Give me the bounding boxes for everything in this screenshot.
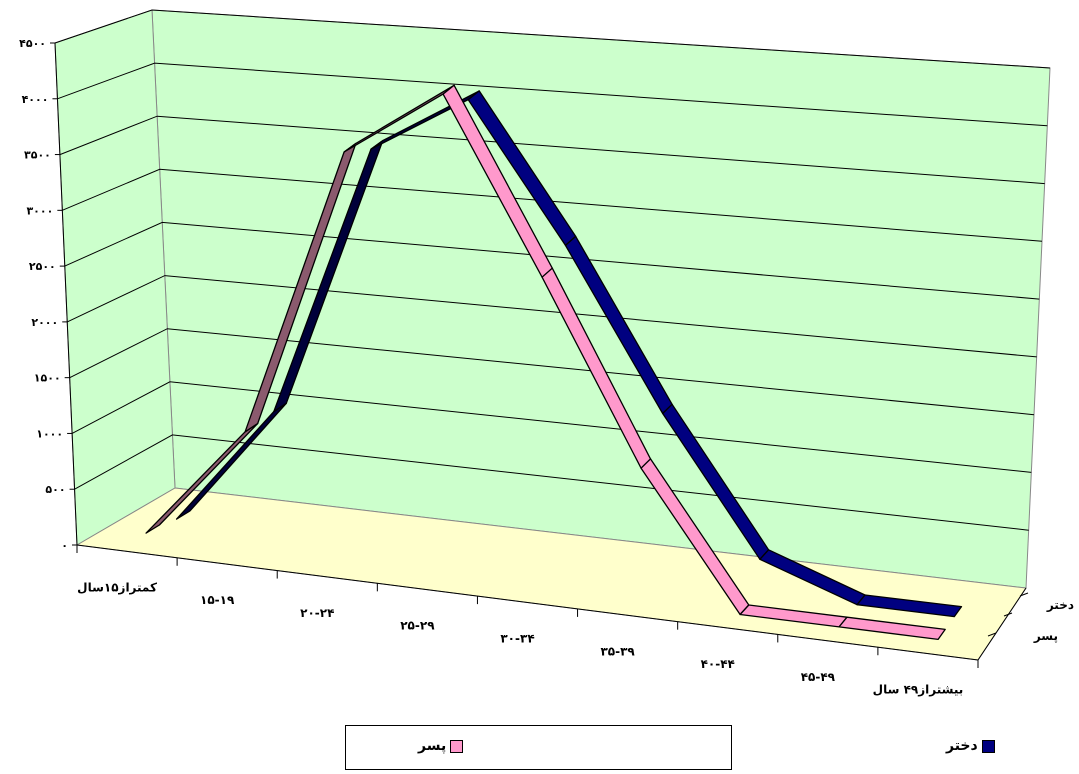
x-axis-ticks: کمتراز۱۵سال ۱۵-۱۹ ۲۰-۲۴ ۲۵-۲۹ ۳۰-۳۴ ۳۵-۳۹ ۴۰-۴…: [76, 544, 1029, 697]
gridline: [57, 62, 1048, 127]
ribbon-segment: [838, 616, 946, 641]
gridline: [66, 275, 1037, 358]
y-tick-label: ۴۰۰۰: [22, 93, 49, 106]
depth-tick-mark: [1003, 612, 1013, 617]
x-tick-label: کمتراز۱۵سال: [77, 580, 157, 594]
y-tick-label: ۳۰۰۰: [26, 204, 53, 217]
gridline: [54, 9, 1051, 69]
legend-item-pesar: پسر: [418, 738, 464, 754]
x-axis-line: [76, 544, 979, 661]
series-dokhtar: [175, 90, 963, 618]
x-tick-label: ۴۵-۴۹: [801, 670, 836, 684]
y-tick-label: ۱۵۰۰: [34, 372, 61, 385]
ribbon-segment: [856, 594, 963, 618]
depth-label-dokhtar: دختر: [1046, 598, 1074, 612]
x-tick-label: ۲۵-۲۹: [400, 619, 435, 633]
y-tick-label: ۰: [61, 539, 68, 552]
x-tick-label: ۲۰-۲۴: [300, 606, 334, 620]
x-tick-label: ۱۵-۱۹: [200, 593, 235, 607]
legend: دختر پسر: [345, 725, 995, 770]
x-tick-label: بیشتراز۴۹ سال: [873, 683, 964, 697]
legend-item-dokhtar: دختر: [946, 738, 995, 754]
x-tick-label: ۳۵-۳۹: [600, 644, 635, 658]
y-axis-line: [54, 42, 78, 546]
depth-tick-mark: [987, 632, 997, 637]
depth-axis-line: [977, 587, 1027, 661]
y-tick-label: ۱۰۰۰: [36, 427, 63, 440]
y-tick-label: ۲۰۰۰: [31, 316, 58, 329]
depth-label-pesar: پسر: [1033, 629, 1058, 643]
legend-swatch-dokhtar: [981, 739, 995, 753]
y-tick-label: ۵۰۰: [45, 483, 65, 496]
x-tick-label: ۴۰-۴۴: [701, 657, 735, 671]
depth-tick-mark: [1019, 592, 1029, 597]
gridline: [59, 115, 1045, 185]
gridline: [64, 221, 1040, 300]
series-ribbons: [145, 84, 963, 641]
gridline: [69, 328, 1035, 416]
y-axis-ticks: ۰ ۵۰۰ ۱۰۰۰ ۱۵۰۰ ۲۰۰۰ ۲۵۰۰ ۳۰۰۰ ۳۵۰۰ ۴۰۰۰ ۴۵۰۰: [19, 37, 78, 552]
legend-swatch-pesar: [450, 739, 464, 753]
legend-label-pesar: پسر: [418, 738, 447, 754]
chart-walls: [54, 9, 1051, 661]
x-tick-label: ۳۰-۳۴: [500, 632, 534, 646]
y-tick-label: ۲۵۰۰: [29, 260, 56, 273]
y-tick-label: ۴۵۰۰: [19, 37, 46, 50]
gridline: [74, 434, 1029, 531]
gridlines: [54, 9, 1051, 531]
legend-label-dokhtar: دختر: [946, 738, 978, 754]
depth-axis: دختر پسر: [1033, 598, 1074, 643]
gridline: [71, 381, 1032, 473]
y-tick-label: ۳۵۰۰: [24, 149, 51, 162]
gridline: [62, 168, 1043, 242]
series-pesar: [145, 84, 946, 641]
